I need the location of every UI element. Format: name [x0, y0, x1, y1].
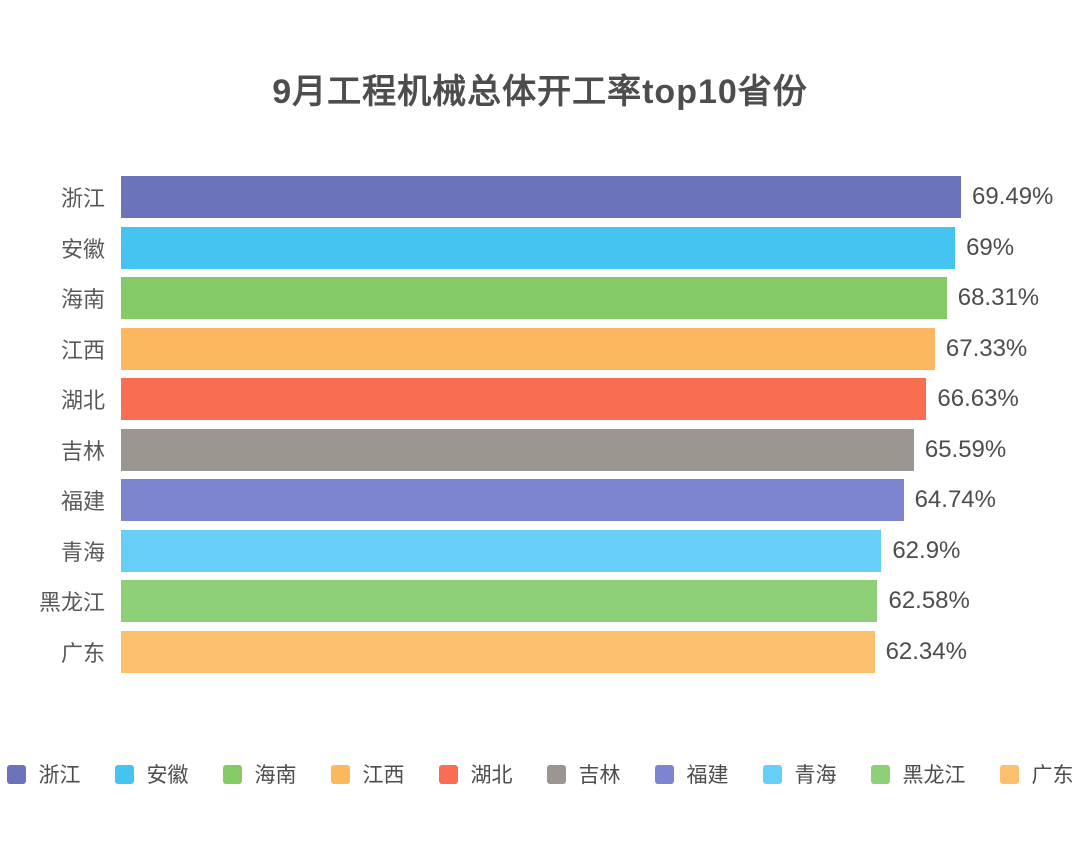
legend-swatch-icon	[999, 764, 1019, 784]
bar-track: 66.63%	[121, 378, 1019, 421]
bar-track: 69.49%	[121, 176, 1053, 219]
legend-swatch-icon	[330, 764, 350, 784]
legend-item[interactable]: 黑龙江	[870, 759, 966, 789]
bar-row: 青海 62.9%	[0, 526, 1080, 577]
bar-track: 64.74%	[121, 479, 996, 522]
legend-item[interactable]: 江西	[330, 759, 405, 789]
legend-label: 海南	[254, 764, 297, 787]
legend-label: 安徽	[146, 764, 189, 787]
value-label: 69%	[966, 233, 1015, 261]
bar-row: 黑龙江 62.58%	[0, 576, 1080, 627]
bar[interactable]	[121, 226, 956, 269]
category-label: 黑龙江	[38, 590, 105, 616]
bar-row: 海南 68.31%	[0, 273, 1080, 324]
legend-swatch-icon	[654, 764, 674, 784]
value-label: 62.34%	[885, 637, 967, 665]
bar-rows: 浙江 69.49% 安徽 69% 海南 68.31% 江西 67.33% 湖北 …	[0, 172, 1080, 677]
value-label: 62.9%	[892, 536, 961, 564]
legend-label: 广东	[1031, 764, 1074, 787]
bar-track: 67.33%	[121, 327, 1027, 370]
bar-track: 65.59%	[121, 428, 1006, 471]
bar-row: 浙江 69.49%	[0, 172, 1080, 223]
value-label: 69.49%	[972, 183, 1054, 211]
bar-track: 68.31%	[121, 277, 1039, 320]
bar-track: 62.58%	[121, 580, 970, 623]
bar-track: 62.9%	[121, 529, 961, 572]
legend-label: 湖北	[470, 764, 513, 787]
value-label: 65.59%	[924, 435, 1007, 463]
legend-label: 吉林	[578, 764, 621, 787]
bar-row: 安徽 69%	[0, 223, 1080, 274]
chart-title: 9月工程机械总体开工率top10省份	[272, 73, 808, 111]
category-label: 青海	[60, 539, 105, 565]
bar[interactable]	[121, 327, 935, 370]
legend-swatch-icon	[762, 764, 782, 784]
category-label: 海南	[60, 287, 105, 313]
bar[interactable]	[121, 529, 882, 572]
value-label: 66.63%	[937, 385, 1019, 413]
bar-row: 福建 64.74%	[0, 475, 1080, 526]
legend-item[interactable]: 青海	[762, 759, 837, 789]
value-label: 62.58%	[888, 587, 970, 615]
legend-item[interactable]: 湖北	[438, 759, 513, 789]
legend-label: 青海	[794, 764, 837, 787]
legend-item[interactable]: 福建	[654, 759, 729, 789]
bar-row: 江西 67.33%	[0, 324, 1080, 375]
legend-item[interactable]: 广东	[999, 759, 1074, 789]
bar-row: 吉林 65.59%	[0, 425, 1080, 476]
category-label: 吉林	[60, 438, 105, 464]
bar[interactable]	[121, 428, 914, 471]
value-label: 67.33%	[945, 334, 1028, 362]
legend-swatch-icon	[114, 764, 134, 784]
legend: 浙江 安徽 海南 江西 湖北 吉林 福建 青海 黑龙江 广东	[0, 759, 1080, 789]
legend-label: 江西	[362, 764, 405, 787]
legend-label: 黑龙江	[902, 764, 966, 787]
bar[interactable]	[121, 630, 875, 673]
legend-swatch-icon	[222, 764, 242, 784]
bar[interactable]	[121, 176, 961, 219]
bar-row: 广东 62.34%	[0, 627, 1080, 678]
legend-item[interactable]: 浙江	[6, 759, 81, 789]
bar-row: 湖北 66.63%	[0, 374, 1080, 425]
bar[interactable]	[121, 277, 947, 320]
legend-swatch-icon	[546, 764, 566, 784]
legend-label: 福建	[686, 764, 729, 787]
legend-swatch-icon	[870, 764, 890, 784]
legend-swatch-icon	[6, 764, 26, 784]
bar-track: 69%	[121, 226, 1014, 269]
category-label: 湖北	[60, 388, 105, 414]
category-label: 安徽	[60, 236, 105, 262]
category-label: 广东	[60, 640, 105, 666]
bar[interactable]	[121, 580, 878, 623]
value-label: 68.31%	[957, 284, 1040, 312]
category-label: 福建	[60, 489, 105, 515]
bar-track: 62.34%	[121, 630, 967, 673]
category-label: 江西	[60, 337, 105, 363]
legend-swatch-icon	[438, 764, 458, 784]
value-label: 64.74%	[914, 486, 996, 514]
legend-item[interactable]: 吉林	[546, 759, 621, 789]
legend-item[interactable]: 安徽	[114, 759, 189, 789]
legend-label: 浙江	[38, 764, 81, 787]
bar[interactable]	[121, 378, 927, 421]
bar[interactable]	[121, 479, 904, 522]
category-label: 浙江	[60, 186, 105, 212]
legend-item[interactable]: 海南	[222, 759, 297, 789]
